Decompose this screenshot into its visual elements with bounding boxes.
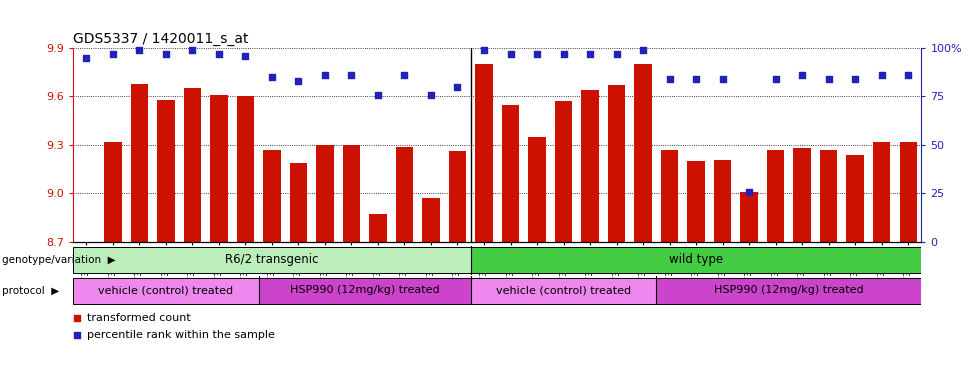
Bar	[873, 142, 890, 242]
Point	[317, 72, 332, 78]
Point	[556, 51, 571, 57]
Bar	[343, 145, 360, 242]
Bar	[687, 161, 705, 242]
Bar	[767, 150, 784, 242]
Bar	[714, 159, 731, 242]
Bar	[73, 278, 258, 304]
Point	[662, 76, 678, 82]
Bar	[263, 150, 281, 242]
Bar	[184, 88, 201, 242]
Bar	[528, 137, 546, 242]
Bar	[448, 151, 466, 242]
Point	[900, 72, 916, 78]
Point	[529, 51, 545, 57]
Bar	[471, 247, 921, 273]
Bar	[661, 150, 679, 242]
Bar	[608, 85, 625, 242]
Point	[741, 189, 757, 195]
Bar	[370, 214, 386, 242]
Point	[608, 51, 624, 57]
Bar	[211, 95, 227, 242]
Point	[874, 72, 889, 78]
Text: protocol  ▶: protocol ▶	[2, 286, 59, 296]
Point	[636, 47, 651, 53]
Bar	[555, 101, 572, 242]
Point	[449, 84, 465, 90]
Bar	[157, 100, 175, 242]
Bar	[258, 278, 471, 304]
Point	[821, 76, 837, 82]
Point	[503, 51, 519, 57]
Point	[184, 47, 200, 53]
Text: percentile rank within the sample: percentile rank within the sample	[87, 330, 275, 340]
Bar	[581, 90, 599, 242]
Bar	[422, 198, 440, 242]
Bar	[635, 64, 651, 242]
Text: GDS5337 / 1420011_s_at: GDS5337 / 1420011_s_at	[73, 31, 249, 46]
Bar	[794, 148, 810, 242]
Text: vehicle (control) treated: vehicle (control) treated	[496, 285, 631, 295]
Point	[847, 76, 863, 82]
Bar	[900, 142, 916, 242]
Point	[767, 76, 783, 82]
Bar	[316, 145, 333, 242]
Bar	[131, 84, 148, 242]
Bar	[396, 147, 413, 242]
Point	[291, 78, 306, 84]
Point	[370, 91, 386, 98]
Point	[68, 315, 84, 321]
Point	[476, 47, 491, 53]
Bar	[656, 278, 921, 304]
Text: HSP990 (12mg/kg) treated: HSP990 (12mg/kg) treated	[290, 285, 440, 295]
Point	[423, 91, 439, 98]
Text: wild type: wild type	[669, 253, 723, 266]
Point	[212, 51, 227, 57]
Bar	[104, 142, 122, 242]
Point	[397, 72, 412, 78]
Bar	[820, 150, 838, 242]
Bar	[476, 64, 492, 242]
Point	[582, 51, 598, 57]
Point	[238, 53, 254, 59]
Text: transformed count: transformed count	[87, 313, 190, 323]
Bar	[237, 96, 254, 242]
Point	[343, 72, 359, 78]
Point	[79, 55, 95, 61]
Text: vehicle (control) treated: vehicle (control) treated	[98, 285, 233, 295]
Bar	[502, 104, 519, 242]
Text: genotype/variation  ▶: genotype/variation ▶	[2, 255, 116, 265]
Bar	[846, 155, 864, 242]
Point	[795, 72, 810, 78]
Bar	[740, 192, 758, 242]
Text: HSP990 (12mg/kg) treated: HSP990 (12mg/kg) treated	[714, 285, 864, 295]
Text: R6/2 transgenic: R6/2 transgenic	[225, 253, 319, 266]
Point	[68, 332, 84, 338]
Point	[264, 74, 280, 80]
Point	[132, 47, 147, 53]
Bar	[471, 278, 656, 304]
Point	[715, 76, 730, 82]
Bar	[290, 163, 307, 242]
Point	[688, 76, 704, 82]
Point	[158, 51, 174, 57]
Bar	[73, 247, 471, 273]
Point	[105, 51, 121, 57]
